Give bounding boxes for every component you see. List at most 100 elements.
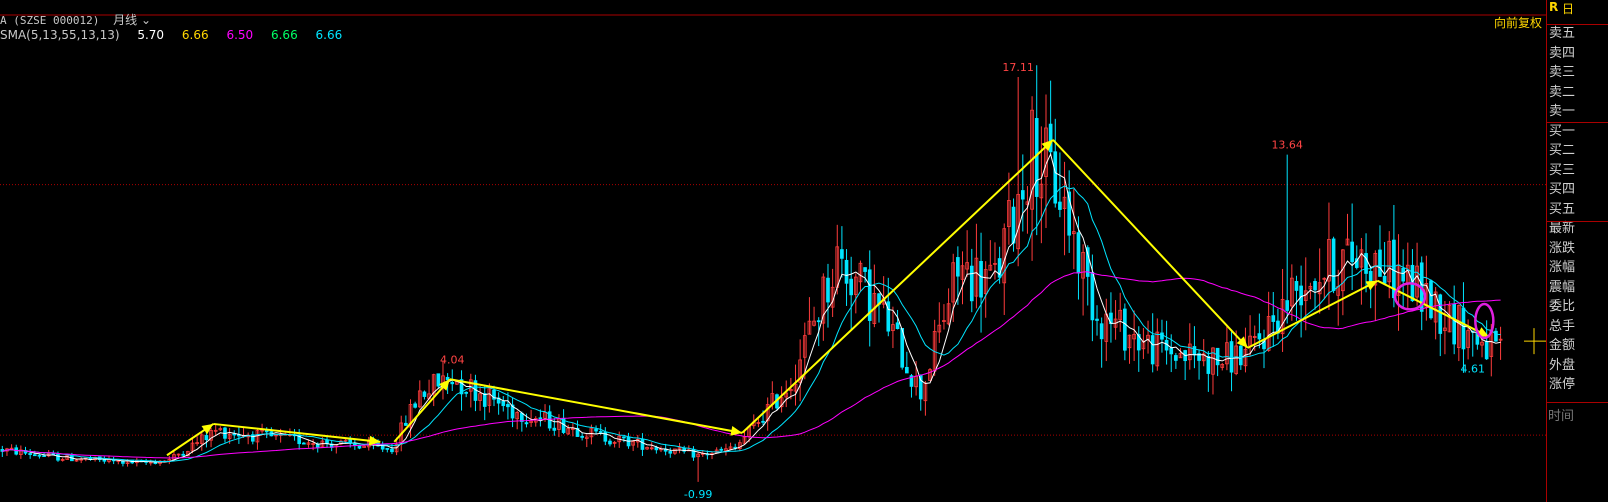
panel-row-11: 涨跌 bbox=[1549, 240, 1576, 256]
candle-body bbox=[1461, 307, 1466, 350]
candle-body bbox=[1456, 305, 1461, 348]
candle-body bbox=[946, 303, 951, 325]
trend-arrowhead-3 bbox=[730, 426, 743, 436]
panel-row-10: 最新 bbox=[1549, 221, 1576, 236]
candle-body bbox=[190, 442, 195, 452]
day-marker[interactable]: 日 bbox=[1562, 2, 1575, 16]
candle-body bbox=[1020, 190, 1025, 200]
ma-line-sma13 bbox=[2, 185, 1501, 463]
panel-row-16: 金额 bbox=[1549, 338, 1576, 353]
candle-body bbox=[1285, 300, 1290, 311]
candle-body bbox=[459, 379, 464, 395]
panel-row-17: 外盘 bbox=[1549, 357, 1576, 373]
candle-body bbox=[1415, 265, 1419, 298]
candle-body bbox=[506, 404, 510, 408]
candle-body bbox=[1155, 331, 1160, 367]
sma-value-4: 6.66 bbox=[270, 28, 298, 42]
candle-body bbox=[858, 262, 863, 283]
candle-body bbox=[612, 441, 617, 444]
candle-body bbox=[56, 454, 60, 461]
candle-body bbox=[195, 442, 199, 445]
trend-line-6 bbox=[1247, 279, 1379, 349]
panel-row-18: 涨停 bbox=[1549, 377, 1576, 392]
candle-body bbox=[1044, 127, 1048, 177]
candle-body bbox=[1007, 200, 1011, 228]
candle-body bbox=[482, 393, 487, 407]
candle-body bbox=[1252, 336, 1257, 339]
candle-body bbox=[1178, 352, 1183, 359]
sma55-value: 6.50 bbox=[226, 28, 254, 42]
candle-body bbox=[956, 257, 960, 277]
time-label: 时间 bbox=[1548, 409, 1575, 424]
candle-body bbox=[19, 449, 23, 455]
candle-body bbox=[951, 262, 956, 303]
candle-body bbox=[1141, 340, 1146, 350]
quote-side-panel: 卖五 卖四 卖三 卖二 卖一 买一 买二 买三 买四 买五 最新 涨跌 涨幅 震幅 委比 总手 金额 外盘 涨停 bbox=[1546, 0, 1608, 502]
candle-body bbox=[32, 454, 37, 457]
panel-row-8: 买四 bbox=[1549, 182, 1576, 197]
candle-body bbox=[1313, 280, 1317, 291]
trend-line-3 bbox=[449, 378, 743, 434]
candle-body bbox=[844, 259, 849, 284]
panel-row-9: 买五 bbox=[1549, 201, 1576, 217]
candle-body bbox=[895, 322, 900, 330]
candle-body bbox=[176, 453, 181, 456]
candle-body bbox=[343, 439, 348, 442]
candle-body bbox=[1127, 334, 1132, 349]
panel-row-5: 买一 bbox=[1549, 123, 1576, 139]
candle-body bbox=[673, 448, 677, 454]
candle-body bbox=[417, 390, 422, 408]
panel-row-7: 买三 bbox=[1549, 162, 1576, 178]
candle-body bbox=[756, 422, 761, 424]
candle-body bbox=[1081, 251, 1085, 279]
candle-body bbox=[696, 453, 700, 458]
candle-body bbox=[1123, 308, 1127, 351]
candle-body bbox=[867, 269, 872, 321]
candle-body bbox=[802, 335, 807, 358]
candle-body bbox=[510, 404, 515, 419]
candle-body bbox=[886, 301, 891, 332]
candle-body bbox=[478, 393, 482, 401]
candle-body bbox=[1322, 277, 1327, 280]
candle-body bbox=[937, 324, 942, 333]
candle-body bbox=[1095, 318, 1099, 321]
panel-separator bbox=[1547, 221, 1608, 222]
period-selector[interactable]: 月线 ⌄ bbox=[113, 13, 151, 27]
trend-line-2 bbox=[393, 378, 451, 443]
period-label: 月线 bbox=[113, 13, 138, 27]
chevron-down-icon: ⌄ bbox=[141, 13, 152, 27]
candle-body bbox=[988, 264, 993, 271]
symbol-label: A (SZSE 000012) bbox=[0, 14, 100, 27]
candle-body bbox=[853, 276, 858, 295]
candle-body bbox=[404, 422, 408, 426]
candle-body bbox=[524, 422, 529, 425]
candle-body bbox=[668, 451, 673, 454]
extreme-label-2: 17.11 bbox=[1002, 61, 1034, 74]
candle-body bbox=[431, 374, 436, 395]
panel-row-15: 总手 bbox=[1549, 318, 1576, 334]
candle-body bbox=[1201, 353, 1206, 362]
candle-body bbox=[1345, 238, 1350, 246]
r-marker[interactable]: R bbox=[1549, 0, 1559, 14]
candle-body bbox=[1118, 309, 1123, 321]
trend-arrowhead-6 bbox=[1365, 280, 1378, 291]
panel-row-12: 涨幅 bbox=[1549, 260, 1576, 275]
candle-body bbox=[571, 428, 575, 430]
candle-body bbox=[807, 320, 812, 335]
candle-body bbox=[181, 453, 186, 456]
candle-body bbox=[974, 257, 979, 297]
sma-label: SMA(5,13,55,13,13) bbox=[0, 28, 120, 42]
candle-body bbox=[789, 389, 793, 392]
candle-body bbox=[649, 447, 654, 450]
candle-body bbox=[765, 404, 770, 422]
candle-body bbox=[719, 448, 724, 451]
candle-body bbox=[724, 448, 728, 451]
candle-body bbox=[566, 428, 571, 435]
candle-body bbox=[840, 249, 844, 259]
adjust-mode-button[interactable]: 向前复权 bbox=[1493, 16, 1542, 30]
candle-body bbox=[1280, 298, 1285, 335]
candle-body bbox=[1350, 241, 1354, 263]
candle-body bbox=[1378, 249, 1382, 277]
candle-body bbox=[385, 448, 390, 450]
